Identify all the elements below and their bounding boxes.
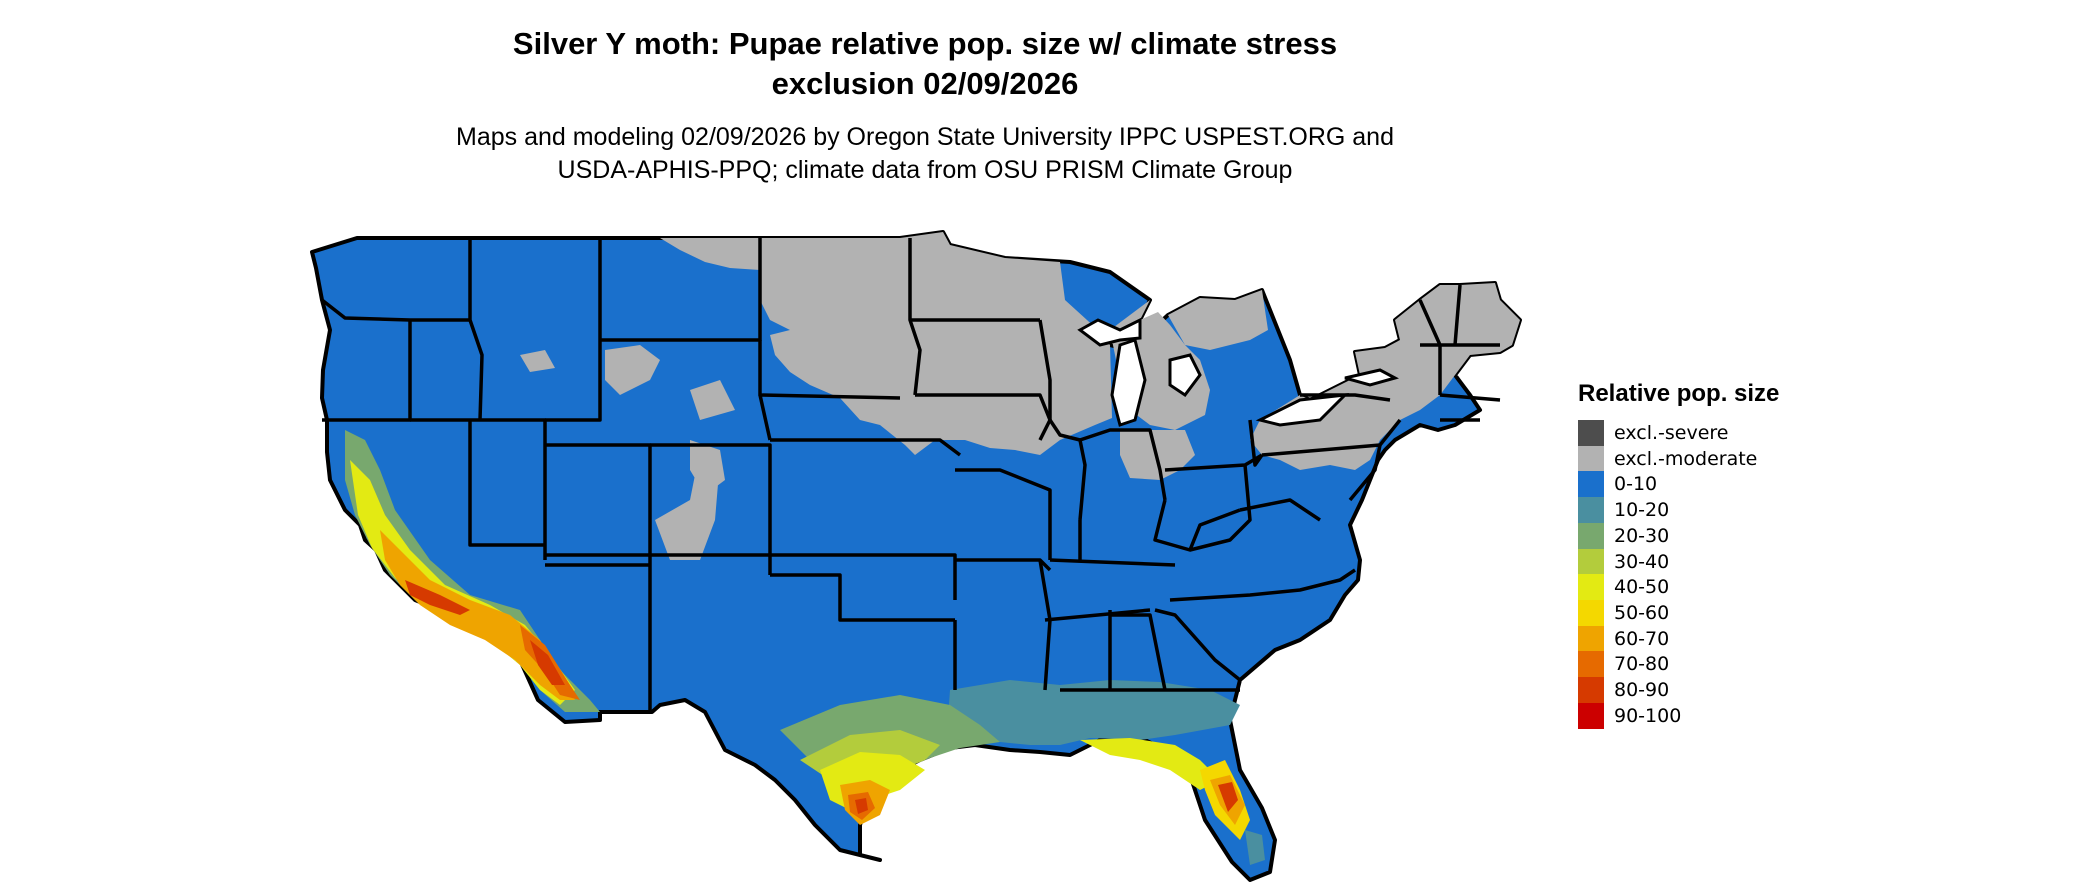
legend-label: 10-20 xyxy=(1614,499,1670,522)
legend-swatch xyxy=(1578,574,1604,601)
map-title-line2: exclusion 02/09/2026 xyxy=(771,66,1079,101)
state-boundaries xyxy=(320,238,1501,712)
great-lakes xyxy=(1077,317,1400,427)
legend-swatch xyxy=(1578,471,1604,498)
legend-swatch xyxy=(1578,445,1604,472)
legend-swatch xyxy=(1578,497,1604,524)
legend-label: 50-60 xyxy=(1614,601,1670,624)
legend-label: 0-10 xyxy=(1614,473,1658,496)
map-subtitle-line1: Maps and modeling 02/09/2026 by Oregon S… xyxy=(456,123,1394,151)
legend-swatch xyxy=(1578,651,1604,678)
legend-label: excl.-moderate xyxy=(1614,447,1758,470)
us-map xyxy=(310,230,1522,882)
legend-label: 90-100 xyxy=(1614,704,1682,727)
legend-label: 80-90 xyxy=(1614,679,1670,701)
legend-swatch xyxy=(1578,548,1604,575)
legend-label: 60-70 xyxy=(1614,627,1670,650)
risk-gradient-south xyxy=(780,680,1265,865)
legend-swatch xyxy=(1578,677,1604,703)
legend-label: 30-40 xyxy=(1614,550,1670,573)
legend-swatch xyxy=(1578,702,1604,729)
legend-swatch xyxy=(1578,599,1604,626)
legend-title: Relative pop. size xyxy=(1578,380,1780,407)
legend-label: 20-30 xyxy=(1614,524,1670,547)
legend-label: 40-50 xyxy=(1614,576,1670,599)
map-subtitle-line2: USDA-APHIS-PPQ; climate data from OSU PR… xyxy=(557,156,1293,184)
legend-swatch xyxy=(1578,420,1604,446)
western-excluded-patches xyxy=(520,345,725,495)
map-title-line1: Silver Y moth: Pupae relative pop. size … xyxy=(512,26,1338,61)
legend-label: 70-80 xyxy=(1614,653,1670,676)
risk-gradient-southwest xyxy=(345,430,600,712)
legend-swatch xyxy=(1578,625,1604,652)
legend-swatch xyxy=(1578,522,1604,549)
legend-label: excl.-severe xyxy=(1614,422,1729,444)
